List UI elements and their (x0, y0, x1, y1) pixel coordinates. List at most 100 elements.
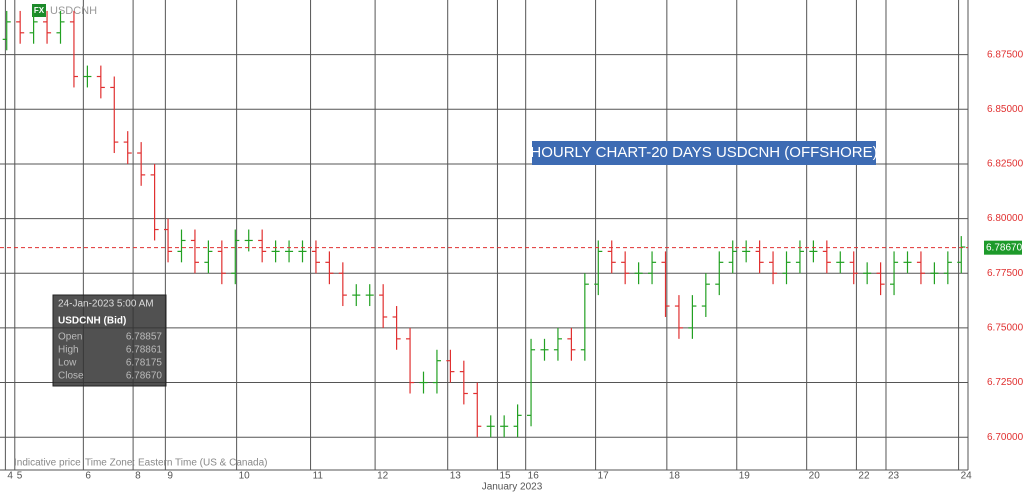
ohlc-bar (150, 163, 159, 241)
tooltip-row-label: Low (58, 358, 77, 369)
ohlc-bar (459, 360, 468, 405)
x-tick-label: 8 (135, 471, 141, 482)
ohlc-bar (486, 415, 495, 438)
tooltip-date: 24-Jan-2023 5:00 AM (58, 299, 154, 310)
tooltip-row-label: Close (58, 371, 84, 382)
tooltip-symbol: USDCNH (Bid) (58, 316, 126, 327)
x-tick-label: 12 (377, 471, 389, 482)
tooltip-row-value: 6.78857 (126, 332, 163, 343)
ohlc-bar (890, 251, 899, 296)
ohlc-bar (553, 327, 562, 361)
x-tick-label: 10 (239, 471, 251, 482)
symbol: USDCNH (50, 5, 97, 17)
x-tick-label: 18 (669, 471, 681, 482)
footer-timezone: Time Zone: Eastern Time (US & Canada) (85, 458, 267, 469)
ohlc-bar (769, 251, 778, 285)
ohlc-bar (311, 240, 320, 274)
ohlc-bar (580, 273, 589, 361)
tooltip-box (52, 294, 167, 387)
ohlc-bar (29, 10, 38, 44)
ohlc-bar (352, 284, 361, 307)
x-tick-label: 15 (499, 471, 511, 482)
ohlc-bar (177, 229, 186, 263)
x-tick-label: 6 (85, 471, 91, 482)
tooltip: 24-Jan-2023 5:00 AM USDCNH (Bid) Open 6.788… (52, 294, 167, 387)
x-tick-label: 22 (858, 471, 870, 482)
ohlc-bar (701, 273, 710, 317)
x-tick-label: 4 (7, 471, 13, 482)
ohlc-bar (849, 251, 858, 285)
y-tick-label: 6.77500 (987, 268, 1024, 279)
ohlc-bar (594, 240, 603, 296)
x-tick-label: 13 (450, 471, 462, 482)
grid (0, 0, 969, 471)
tooltip-row-value: 6.78670 (126, 371, 163, 382)
ohlc-bar (688, 295, 697, 339)
ohlc-bar (500, 415, 509, 438)
ohlc-bar (217, 240, 226, 285)
y-tick-label: 6.75000 (987, 323, 1024, 334)
ohlc-bar (325, 251, 334, 285)
x-tick-label: 24 (961, 471, 973, 482)
ohlc-bar (607, 240, 616, 274)
ohlc-bar (930, 262, 939, 285)
chart-title: HOURLY CHART-20 DAYS USDCNH (OFFSHORE) (530, 144, 877, 161)
y-tick-label: 6.80000 (987, 213, 1024, 224)
ohlc-bar (392, 306, 401, 350)
ohlc-bar (16, 10, 25, 44)
ohlc-bar (836, 251, 845, 274)
ohlc-bar (876, 262, 885, 296)
ohlc-bar (782, 251, 791, 285)
ohlc-bar (83, 65, 92, 88)
ohlc-bar (513, 404, 522, 438)
ohlc-bar (567, 327, 576, 361)
x-tick-label: 23 (888, 471, 900, 482)
ohlc-bar (634, 262, 643, 285)
x-tick-label: 5 (17, 471, 23, 482)
ohlc-bar (96, 65, 105, 99)
ohlc-bar (473, 382, 482, 438)
ohlc-bar (674, 295, 683, 339)
ohlc-bar (298, 240, 307, 263)
tooltip-row-label: Open (58, 332, 82, 343)
ohlc-bar (56, 10, 65, 44)
ohlc-bar (755, 240, 764, 274)
ohlc-bar (419, 371, 428, 394)
ohlc-bar (795, 240, 804, 274)
title-box (532, 141, 876, 165)
ohlc-bar (258, 229, 267, 263)
ohlc-bar (271, 240, 280, 263)
ohlc-bar (432, 349, 441, 394)
ohlc-bar (190, 229, 199, 274)
ohlc-bar (137, 142, 146, 186)
last-price-box (984, 240, 1022, 255)
x-tick-label: 16 (528, 471, 540, 482)
ohlc-bar (728, 240, 737, 274)
ohlc-bar (621, 251, 630, 285)
x-tick-label: 11 (313, 471, 324, 482)
ohlc-bar (406, 327, 415, 394)
ohlc-bar (916, 251, 925, 285)
ohlc-bar (957, 236, 966, 274)
ohlc-bar (123, 131, 132, 164)
fx-badge-text: FX (34, 6, 45, 15)
y-tick-label: 6.70000 (987, 432, 1024, 443)
ohlc-bar (527, 338, 536, 427)
ohlc-bar (110, 76, 119, 154)
footer-left: Indicative price (14, 458, 81, 469)
ohlc-bar (446, 349, 455, 383)
y-tick-label: 6.82500 (987, 159, 1024, 170)
tooltip-row-value: 6.78175 (126, 358, 163, 369)
fx-badge (32, 4, 46, 17)
y-tick-label: 6.87500 (987, 49, 1024, 60)
ohlc-bar (164, 218, 173, 263)
ohlc-bar (285, 240, 294, 263)
tooltip-row-label: High (58, 345, 79, 356)
x-tick-label: 19 (739, 471, 751, 482)
tooltip-row-value: 6.78861 (126, 345, 163, 356)
ohlc-bar (43, 10, 52, 44)
ohlc-bar (2, 10, 11, 51)
ohlc-bar (231, 229, 240, 285)
